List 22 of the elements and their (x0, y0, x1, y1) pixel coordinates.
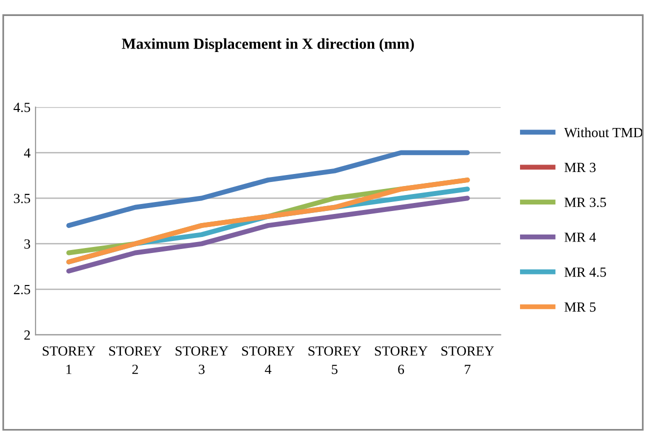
y-tick-label: 3 (24, 239, 30, 249)
legend-label: MR 4.5 (564, 268, 606, 277)
line-series (66, 150, 470, 228)
legend-label: MR 4 (564, 232, 596, 242)
x-tick-label: STOREY 3 (176, 346, 228, 374)
y-tick-label: 3.5 (14, 194, 30, 204)
legend-label: Without TMD (564, 127, 643, 138)
x-tick-label: STOREY 5 (308, 346, 362, 374)
y-tick-label: 4.5 (14, 102, 30, 112)
x-tick-label: STOREY 1 (42, 346, 96, 374)
y-tick-label: 4 (24, 148, 30, 158)
chart-title: Maximum Displacement in X direction (mm) (122, 38, 414, 52)
x-tick-label: STOREY 4 (242, 346, 295, 374)
x-tick-label: STOREY 6 (375, 346, 428, 374)
legend-label: MR 3.5 (564, 198, 606, 208)
y-tick-label: 2 (24, 330, 30, 340)
x-tick-label: STOREY 7 (441, 346, 494, 374)
y-tick-label: 2.5 (14, 284, 30, 294)
line-series (66, 196, 470, 274)
legend-label: MR 3 (564, 162, 596, 172)
x-tick-label: STOREY 2 (109, 346, 162, 374)
legend-label: MR 5 (564, 302, 596, 312)
